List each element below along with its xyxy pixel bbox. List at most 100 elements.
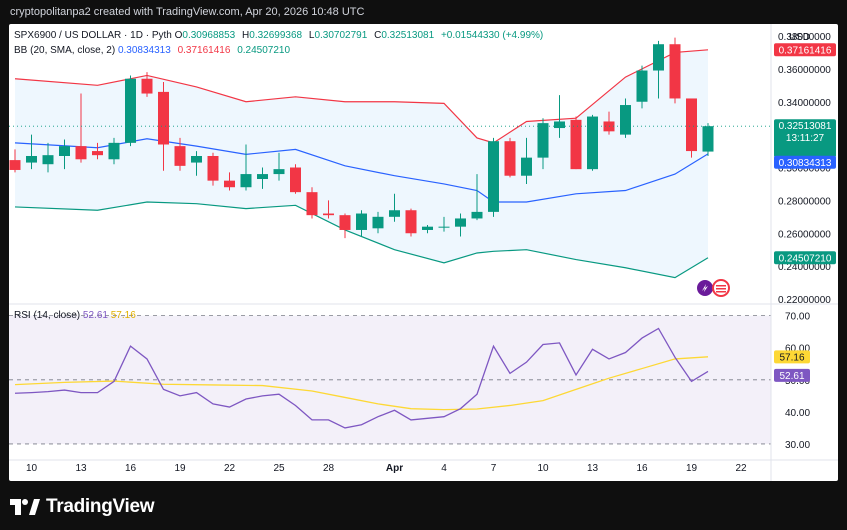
time-tick-label: Apr [386,463,403,474]
price-tick-label: 0.34000000 [778,98,831,109]
low-value: 0.30702791 [314,30,368,41]
candle-body[interactable] [141,78,153,94]
candle-body[interactable] [92,151,103,156]
time-tick-label: 7 [491,463,497,474]
badge-last-price: 0.32513081 [779,121,832,132]
chart-panel[interactable]: 0.380000000.360000000.340000000.32000000… [9,24,838,481]
tradingview-logo[interactable]: TradingView [10,496,155,518]
price-tick-label: 0.26000000 [778,229,831,240]
candle-body[interactable] [488,141,499,212]
close-label: C [374,30,382,41]
candle-body[interactable] [240,174,252,188]
time-tick-label: 19 [686,463,698,474]
candle-body[interactable] [224,180,235,188]
candle-body[interactable] [636,70,648,102]
share-caption: cryptopolitanpa2 created with TradingVie… [10,6,365,18]
candle-body[interactable] [471,211,483,219]
badge-rsi-ma-bg [774,350,810,364]
rsi-tick-label: 60.00 [785,344,810,355]
time-tick-label: 25 [273,463,285,474]
candle-body[interactable] [455,218,466,227]
candle-body[interactable] [323,213,334,216]
badge-rsi: 52.61 [779,371,804,382]
badge-bb-upper: 0.37161416 [779,45,832,56]
candle-body[interactable] [339,215,351,230]
price-tick-label: 0.36000000 [778,65,831,76]
candle-body[interactable] [372,216,384,229]
bb-basis-value: 0.30834313 [117,45,171,56]
candle-body[interactable] [537,123,549,158]
flags-icon[interactable] [697,279,730,297]
candle-body[interactable] [75,146,87,160]
candle-body[interactable] [653,44,664,71]
candle-body[interactable] [570,119,582,170]
candle-body[interactable] [158,91,169,145]
price-tick-label: 0.24000000 [778,262,831,273]
bb-upper-value: 0.37161416 [177,45,231,56]
high-value: 0.32699368 [249,30,303,41]
candle-body[interactable] [257,174,268,180]
candle-body[interactable] [125,78,136,143]
candle-body[interactable] [306,192,318,216]
badge-bb-lower-bg [774,251,836,265]
candle-body[interactable] [438,226,450,228]
candle-body[interactable] [290,167,301,193]
rsi-ma-value: 57.16 [110,310,136,321]
candle-body[interactable] [620,105,631,135]
candle-body[interactable] [9,160,21,170]
time-tick-label: 10 [26,463,38,474]
currency-label[interactable]: USD [788,32,810,43]
price-tick-label: 0.22000000 [778,295,831,306]
symbol-name[interactable]: SPX6900 / US DOLLAR · 1D · Pyth [14,30,172,41]
candle-body[interactable] [356,213,367,230]
open-value: 0.30968853 [182,30,236,41]
time-tick-label: 13 [587,463,599,474]
candle-body[interactable] [389,210,400,217]
time-tick-label: 4 [441,463,447,474]
candle-body[interactable] [554,121,565,129]
bb-upper-line [14,49,709,144]
time-tick-label: 13 [75,463,87,474]
flag-stripe [716,291,726,293]
rsi-label[interactable]: RSI (14, close) [14,310,81,321]
badge-last-price-bg [774,119,836,158]
candle-body[interactable] [702,126,714,152]
candle-body[interactable] [26,155,37,163]
open-label: O [174,30,183,41]
candle-body[interactable] [405,210,417,234]
symbol-legend: SPX6900 / US DOLLAR · 1D · Pyth O0.30968… [14,30,543,41]
time-tick-label: 16 [636,463,648,474]
candle-body[interactable] [521,157,532,176]
candle-body[interactable] [108,142,120,160]
top-caption-bar: cryptopolitanpa2 created with TradingVie… [0,0,847,24]
candle-body[interactable] [422,226,433,230]
price-chart-svg[interactable]: 0.380000000.360000000.340000000.32000000… [9,24,838,481]
bb-label[interactable]: BB (20, SMA, close, 2) [14,45,116,56]
bb-lower-value: 0.24507210 [237,45,291,56]
badge-bb-basis: 0.30834313 [779,158,832,169]
bb-basis-line [14,138,709,203]
candle-body[interactable] [59,146,70,156]
brand-name: TradingView [46,496,155,517]
candle-body[interactable] [273,169,285,175]
badge-rsi-ma: 57.16 [779,352,804,363]
bolt-icon [702,284,708,292]
candles[interactable] [9,37,714,239]
change-value: +0.01544330 (+4.99%) [440,30,544,41]
candle-body[interactable] [686,98,697,152]
candle-body[interactable] [587,116,598,170]
candle-body[interactable] [191,155,202,163]
bollinger-bands [14,49,709,279]
rsi-pane [9,315,771,445]
badge-last-price-extra: 13:11:27 [786,133,825,144]
flag-stripe [716,285,726,287]
bb-fill [15,49,708,278]
candle-body[interactable] [42,155,54,165]
candle-body[interactable] [207,155,219,181]
badge-bb-upper-bg [774,43,836,57]
badge-rsi-bg [774,368,810,382]
close-value: 0.32513081 [381,30,435,41]
candle-body[interactable] [669,44,681,99]
candle-body[interactable] [174,146,186,166]
candle-body[interactable] [504,141,516,176]
